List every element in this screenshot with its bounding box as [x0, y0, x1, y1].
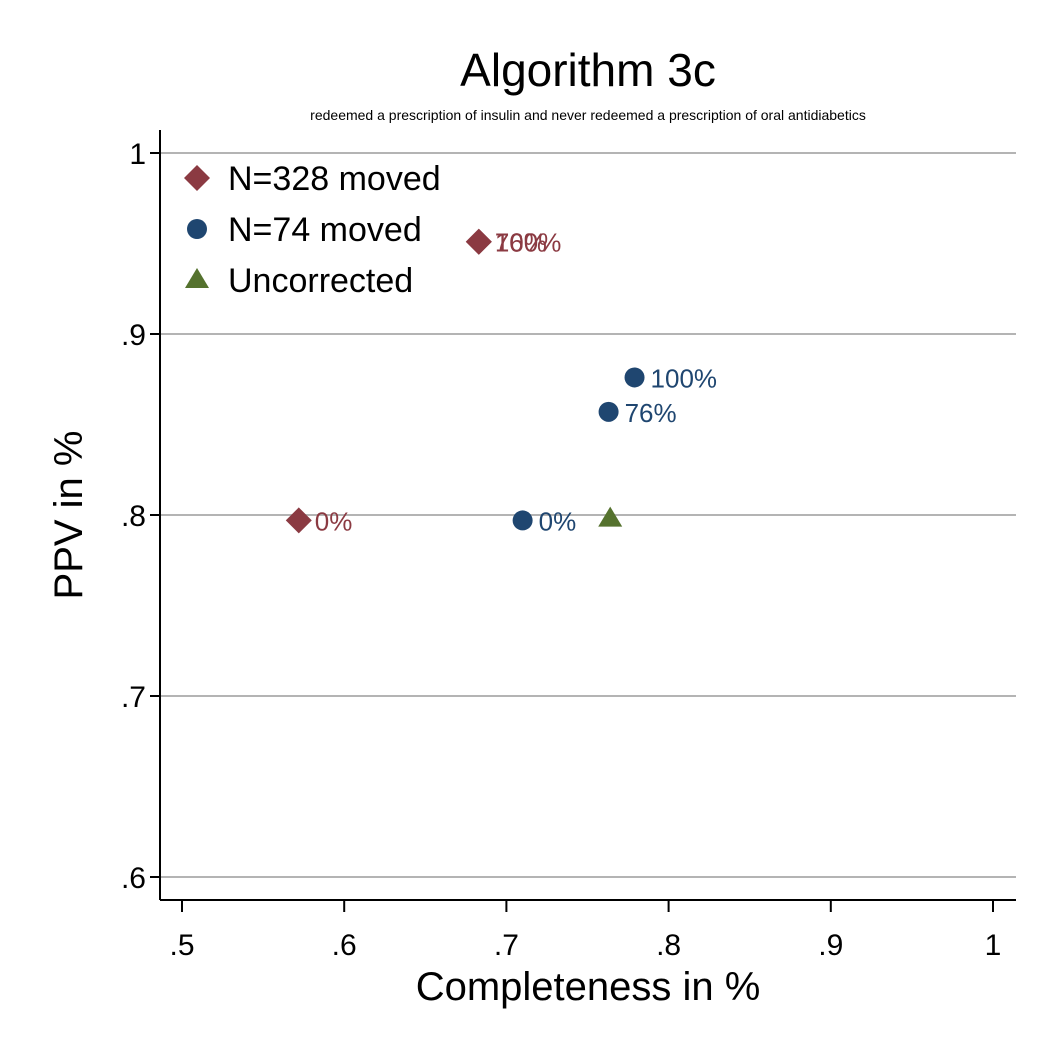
x-tick-label: 1: [985, 929, 1002, 962]
y-tick-label: .8: [121, 500, 146, 533]
data-point-circle: [624, 367, 645, 388]
x-tick-label: .9: [818, 929, 843, 962]
legend-label: N=328 moved: [228, 160, 441, 198]
x-tick-label: .6: [332, 929, 357, 962]
data-label: 76%: [625, 398, 677, 428]
x-axis-title: Completeness in %: [416, 965, 761, 1009]
y-tick-label: .9: [121, 319, 146, 352]
data-point-circle: [512, 510, 533, 531]
legend-label: N=74 moved: [228, 211, 422, 249]
y-axis-ticks: .6 .7 .8 .9 1: [121, 138, 160, 895]
y-tick-label: .6: [121, 862, 146, 895]
data-point-circle: [598, 401, 619, 422]
data-point-triangle: [598, 506, 623, 527]
chart-title: Algorithm 3c: [460, 44, 716, 96]
legend: N=328 moved N=74 moved Uncorrected: [184, 160, 441, 300]
data-label: 0%: [539, 506, 577, 536]
legend-marker-diamond: [184, 165, 210, 191]
x-tick-label: .5: [169, 929, 194, 962]
data-point-diamond: [285, 507, 312, 534]
chart-subtitle: redeemed a prescription of insulin and n…: [310, 107, 866, 123]
x-tick-label: .7: [494, 929, 519, 962]
data-points: 0%76%100%0%76%100%: [285, 228, 718, 536]
y-tick-label: 1: [129, 138, 146, 171]
data-label: 100%: [495, 228, 562, 258]
legend-label: Uncorrected: [228, 262, 413, 300]
data-label: 100%: [651, 363, 718, 393]
legend-marker-circle: [187, 219, 207, 239]
data-label: 76%: [495, 228, 547, 258]
data-label: 0%: [315, 506, 353, 536]
x-axis-ticks: .5 .6 .7 .8 .9 1: [169, 900, 1001, 962]
data-point-diamond: [465, 228, 492, 255]
y-axis-title: PPV in %: [47, 431, 91, 600]
y-tick-label: .7: [121, 681, 146, 714]
legend-marker-triangle: [185, 268, 209, 288]
x-tick-label: .8: [656, 929, 681, 962]
